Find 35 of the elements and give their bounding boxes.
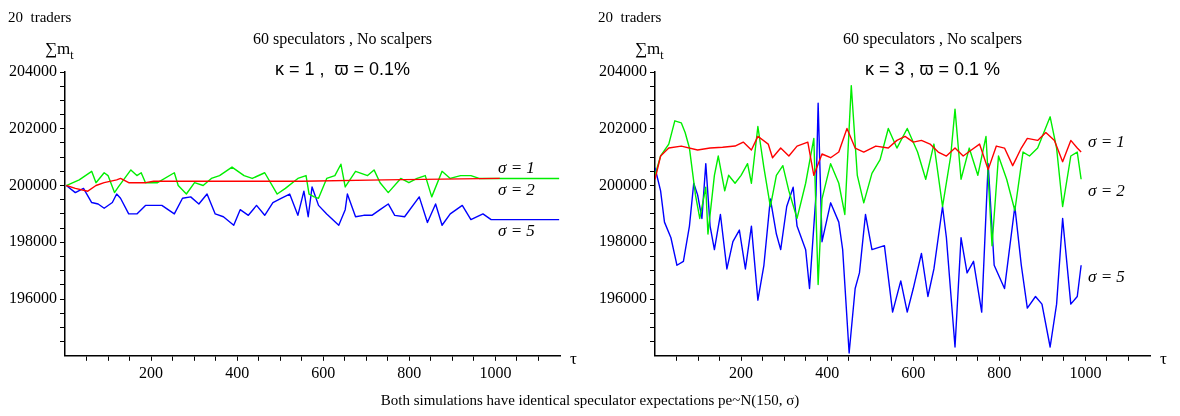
y-tick-label: 200000 <box>9 175 57 193</box>
y-tick-label: 204000 <box>9 62 57 80</box>
series-label: σ = 1 <box>1088 131 1125 151</box>
series-label: σ = 5 <box>1088 266 1125 286</box>
x-tick-label: 1000 <box>479 363 512 381</box>
x-axis-title: τ <box>570 348 577 368</box>
x-axis-title: τ <box>1160 348 1167 368</box>
y-tick-label: 202000 <box>599 118 647 136</box>
y-tick-label: 198000 <box>9 232 57 250</box>
x-tick-label: 800 <box>397 363 422 381</box>
x-tick-label: 200 <box>729 363 754 381</box>
y-tick-label: 196000 <box>599 289 647 307</box>
series-label: σ = 1 <box>498 157 535 177</box>
x-tick-label: 200 <box>139 363 164 381</box>
y-tick-label: 198000 <box>599 232 647 250</box>
chart-subtitle: κ = 3 , ϖ = 0.1 % <box>864 59 1001 79</box>
series-label: σ = 2 <box>1088 180 1126 200</box>
x-tick-label: 600 <box>311 363 336 381</box>
series-label: σ = 2 <box>498 179 536 199</box>
chart-title: 60 speculators , No scalpers <box>842 30 1023 48</box>
x-tick-label: 800 <box>987 363 1012 381</box>
x-tick-label: 1000 <box>1069 363 1102 381</box>
chart-subtitle: κ = 1 , ϖ = 0.1% <box>274 59 411 79</box>
y-tick-label: 204000 <box>599 62 647 80</box>
y-tick-label: 196000 <box>9 289 57 307</box>
text: 20 traders <box>8 9 72 25</box>
y-tick-label: 200000 <box>599 175 647 193</box>
text: 20 traders <box>598 9 662 25</box>
text: Both simulations have identical speculator expectations pe~N(150, σ) <box>380 392 800 408</box>
x-tick-label: 600 <box>901 363 926 381</box>
series-label: σ = 5 <box>498 221 535 241</box>
y-tick-label: 202000 <box>9 118 57 136</box>
chart-title: 60 speculators , No scalpers <box>252 30 433 48</box>
x-tick-label: 400 <box>225 363 250 381</box>
x-tick-label: 400 <box>815 363 840 381</box>
